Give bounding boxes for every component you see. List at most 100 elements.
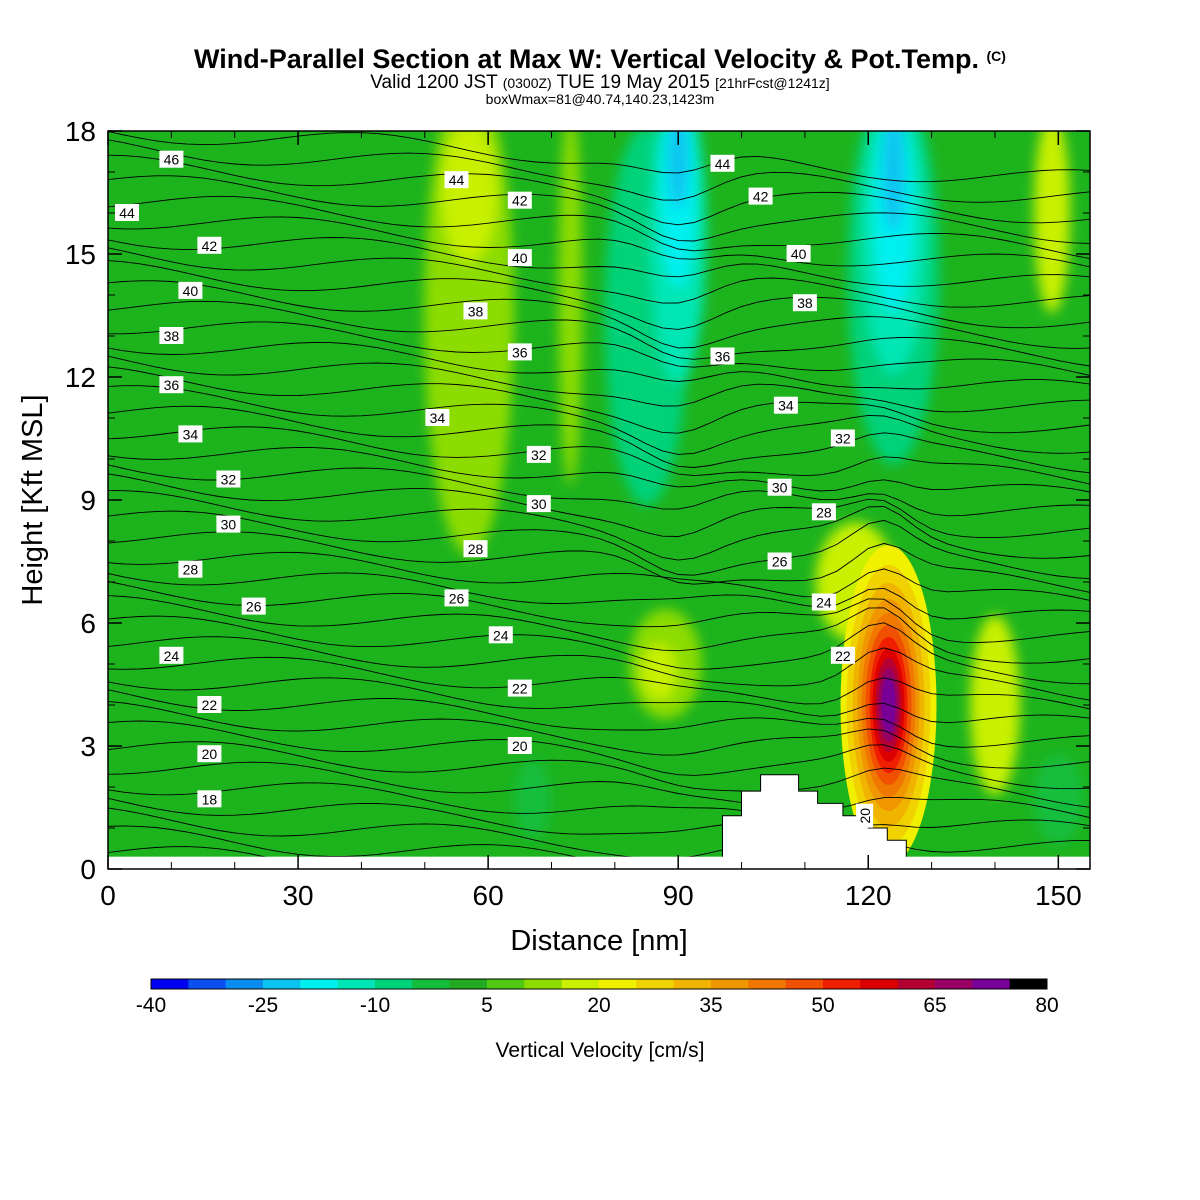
colorbar-label: Vertical Velocity [cm/s] — [496, 1039, 705, 1062]
contour-label-text: 34 — [778, 398, 794, 414]
potential-temperature-contours — [108, 131, 1090, 869]
colorbar-frame — [150, 978, 1048, 990]
valid-time: Valid 1200 JST — [370, 72, 498, 93]
terrain-mask — [108, 774, 1090, 870]
contour-label-text: 36 — [512, 344, 528, 360]
y-tick-label: 9 — [80, 485, 96, 516]
colorbar-swatch — [711, 979, 749, 989]
velocity-cell — [1033, 754, 1084, 845]
colorbar-tick-label: -10 — [360, 994, 390, 1017]
contour-label-box — [197, 236, 222, 254]
contour-label: 30 — [526, 495, 551, 513]
contour-label: 30 — [767, 478, 792, 496]
colorbar-swatch — [972, 979, 1011, 989]
contour-label-box — [178, 281, 203, 299]
contour-label-box — [767, 478, 792, 496]
velocity-cell — [1033, 131, 1070, 313]
contour-label: 24 — [488, 626, 513, 644]
contour-label: 42 — [748, 187, 773, 205]
colorbar-swatch — [263, 979, 301, 989]
contour-label-text: 22 — [202, 697, 218, 713]
contour-label-box — [216, 470, 241, 488]
x-tick-label: 90 — [663, 880, 694, 911]
colorbar-tick-label: 35 — [699, 994, 722, 1017]
theta-contour — [108, 551, 1090, 601]
colorbar-swatch — [188, 979, 227, 989]
velocity-cell — [441, 131, 498, 263]
contour-label-box — [748, 187, 773, 205]
contour-label-text: 38 — [468, 303, 484, 319]
colorbar-swatch — [785, 979, 824, 989]
contour-label-text: 28 — [183, 562, 199, 578]
contour-label-box — [830, 646, 855, 664]
theta-contour — [108, 405, 1090, 474]
contour-label-text: 18 — [202, 791, 218, 807]
theta-contour — [108, 531, 1090, 593]
theta-contour — [108, 446, 1090, 493]
contour-label: 22 — [507, 679, 532, 697]
contour-label-text: 28 — [468, 541, 484, 557]
theta-contour — [108, 689, 1090, 748]
contour-label-text: 24 — [164, 648, 180, 664]
terrain-shape — [722, 774, 907, 870]
contour-label-text: 40 — [512, 250, 528, 266]
contour-label-box — [115, 204, 139, 221]
velocity-cell — [514, 759, 551, 840]
colorbar-swatch — [412, 979, 451, 989]
colorbar-swatch — [337, 979, 376, 989]
valid-date: TUE 19 May 2015 — [556, 72, 710, 93]
x-tick-label: 60 — [473, 880, 504, 911]
contour-label: 38 — [159, 327, 184, 344]
theta-contour — [108, 595, 1090, 664]
theta-contour — [108, 195, 1090, 260]
contour-label-box — [444, 589, 469, 607]
contour-label: 32 — [830, 429, 855, 447]
contour-label-box — [856, 803, 874, 828]
contour-label-text: 44 — [449, 172, 465, 188]
contour-label-box — [811, 503, 836, 521]
contour-label-box — [159, 327, 184, 344]
contour-label-text: 26 — [246, 599, 262, 615]
colorbar-swatch — [599, 979, 637, 989]
colorbar-swatch — [748, 979, 787, 989]
theta-contour — [108, 321, 1090, 376]
contour-label: 26 — [241, 597, 266, 615]
theta-contour — [108, 720, 1090, 790]
theta-contour — [108, 615, 1090, 685]
theta-contour — [108, 175, 1090, 244]
colorbar-tick-label: 5 — [481, 994, 493, 1017]
contour-label: 20 — [507, 737, 532, 754]
contour-label-text: 38 — [797, 295, 813, 311]
contour-label-text: 40 — [183, 283, 199, 299]
colorbar-swatch — [524, 979, 563, 989]
contour-label-box — [197, 696, 222, 713]
contour-label-box — [425, 409, 450, 426]
contour-label-box — [526, 495, 551, 513]
contour-label-box — [507, 679, 532, 697]
theta-contour — [108, 797, 1090, 853]
y-tick-label: 12 — [65, 362, 96, 393]
forecast-info: [21hrFcst@1241z] — [715, 75, 830, 91]
contour-label-box — [773, 396, 798, 414]
contour-label-text: 30 — [221, 517, 237, 533]
theta-contour — [108, 510, 1090, 580]
colorbar-swatch — [823, 979, 861, 989]
x-tick-label: 0 — [100, 880, 116, 911]
contour-label-text: 32 — [531, 447, 547, 463]
contour-label-box — [710, 154, 735, 172]
colorbar-swatch — [561, 979, 600, 989]
contour-label-text: 38 — [164, 328, 180, 344]
colorbar-swatch — [860, 979, 899, 989]
theta-contour — [108, 426, 1090, 485]
contour-label-box — [830, 429, 855, 447]
contour-label-text: 42 — [512, 193, 528, 209]
contour-label: 28 — [811, 503, 836, 521]
colorbar-swatch — [151, 979, 189, 989]
velocity-cell — [882, 131, 905, 232]
theta-contour — [108, 761, 1090, 819]
y-tick-label: 6 — [80, 608, 96, 639]
contour-label: 26 — [444, 589, 469, 607]
colorbar-swatch — [225, 979, 264, 989]
contour-label: 32 — [526, 445, 551, 463]
contour-label: 22 — [830, 646, 855, 664]
